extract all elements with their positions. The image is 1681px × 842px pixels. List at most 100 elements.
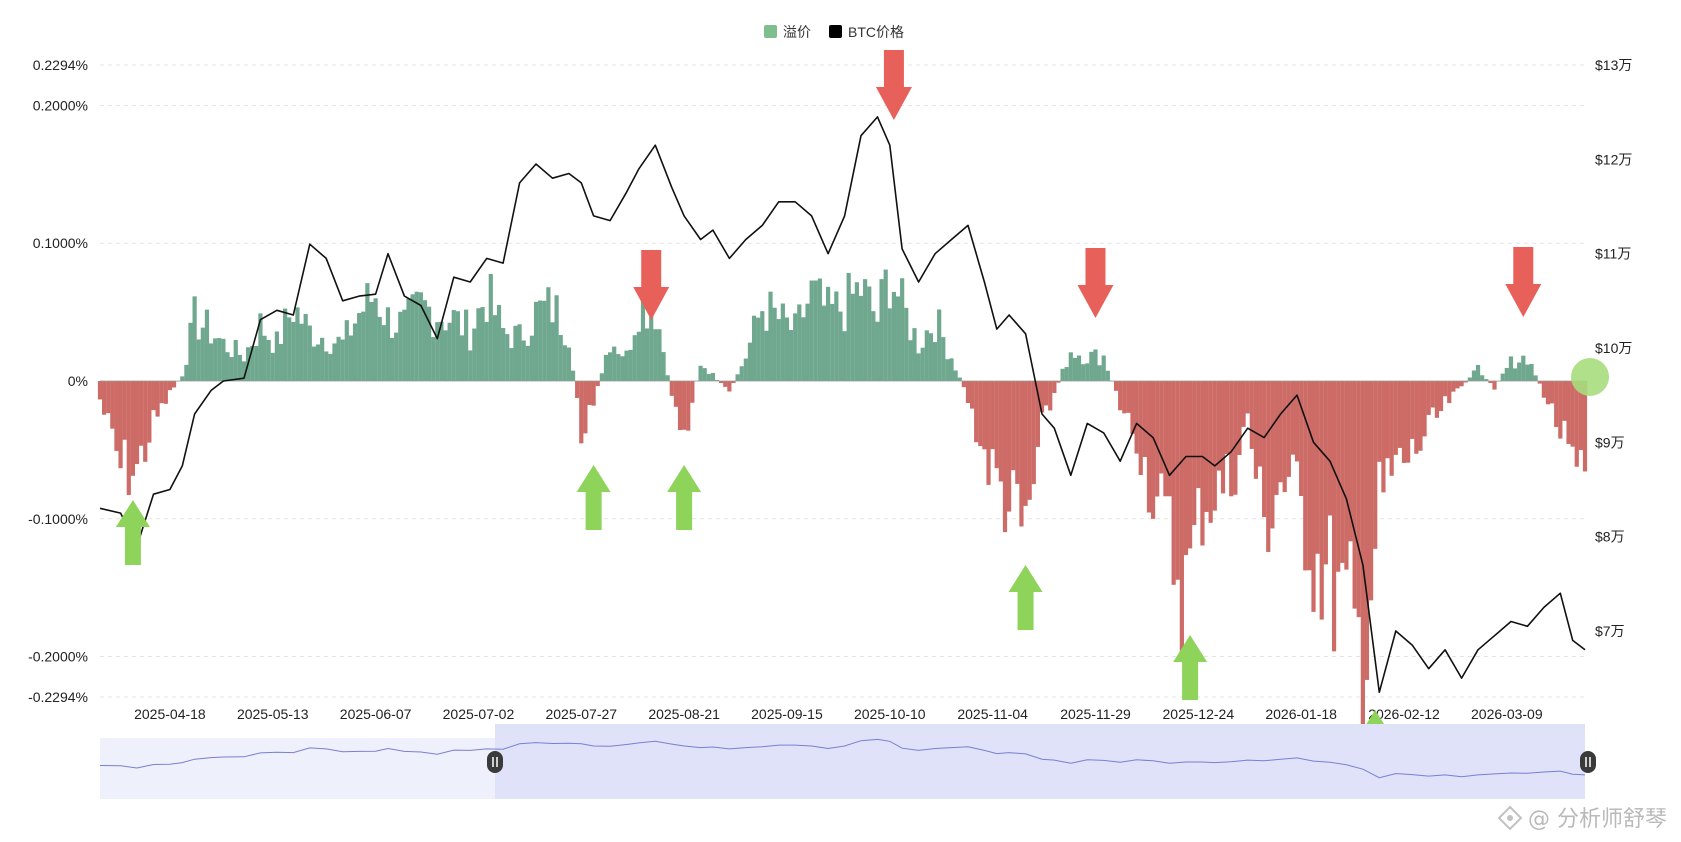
premium-bar-positive	[1101, 355, 1106, 381]
premium-bar-positive	[570, 370, 576, 381]
premium-bar-negative	[1290, 381, 1296, 455]
watermark: @ 分析师舒琴	[1497, 805, 1667, 832]
premium-bar-positive	[908, 340, 913, 381]
premium-bar-positive	[640, 294, 646, 381]
premium-bar-negative	[1266, 381, 1271, 552]
premium-bar-negative	[1389, 381, 1394, 476]
premium-bar-positive	[464, 309, 469, 381]
premium-bar-positive	[299, 323, 304, 381]
premium-bar-positive	[324, 351, 329, 381]
premium-bar-positive	[1097, 365, 1102, 381]
premium-bar-positive	[1089, 351, 1094, 381]
premium-bar-positive	[196, 339, 201, 381]
premium-bar-positive	[1072, 357, 1078, 381]
premium-bar-negative	[1319, 381, 1324, 620]
x-tick-label: 2025-09-15	[751, 706, 823, 722]
premium-bar-positive	[517, 324, 522, 381]
premium-bar-positive	[760, 311, 765, 381]
premium-bar-positive	[661, 352, 666, 381]
premium-bar-negative	[579, 381, 584, 444]
premium-bar-positive	[1475, 364, 1481, 381]
premium-bar-negative	[673, 381, 679, 407]
premium-bar-positive	[221, 338, 226, 381]
y-left-tick-label: 0.1000%	[33, 235, 88, 251]
x-tick-label: 2025-06-07	[340, 706, 412, 722]
premium-bar-positive	[200, 327, 205, 381]
premium-bar-positive	[426, 306, 432, 381]
premium-bar-negative	[1488, 381, 1493, 383]
premium-bar-positive	[291, 321, 296, 381]
premium-bar-positive	[389, 337, 395, 381]
premium-bar-positive	[192, 296, 197, 381]
premium-bar-positive	[480, 307, 485, 381]
premium-bar-negative	[1142, 381, 1147, 458]
premium-bar-negative	[731, 381, 736, 383]
premium-bar-positive	[714, 379, 720, 381]
premium-bar-negative	[1278, 381, 1283, 483]
premium-bar-negative	[143, 381, 148, 462]
premium-bar-positive	[747, 342, 753, 381]
premium-bar-positive	[945, 359, 950, 381]
premium-bar-positive	[830, 303, 835, 381]
premium-bar-positive	[241, 361, 247, 381]
range-navigator[interactable]	[99, 724, 1596, 799]
premium-bar-positive	[513, 325, 518, 381]
y-right-tick-label: $10万	[1595, 340, 1632, 356]
premium-bar-negative	[1545, 381, 1551, 405]
premium-bar-positive	[863, 279, 868, 381]
premium-bar-positive	[620, 356, 625, 381]
premium-bar-positive	[496, 305, 502, 381]
premium-bar-negative	[1430, 381, 1435, 408]
premium-bar-positive	[418, 292, 423, 381]
premium-bar-negative	[1048, 381, 1053, 411]
premium-bar-negative	[1406, 381, 1411, 463]
premium-bar-negative	[669, 381, 674, 396]
premium-bar-negative	[1179, 381, 1184, 652]
premium-bar-negative	[1356, 381, 1361, 618]
premium-bar-positive	[1484, 379, 1489, 381]
premium-bar-positive	[624, 350, 629, 381]
premium-bar-positive	[702, 368, 707, 381]
premium-bar-negative	[1368, 381, 1374, 601]
premium-bar-negative	[969, 381, 975, 409]
premium-bar-positive	[817, 278, 822, 381]
premium-bar-negative	[1566, 381, 1571, 444]
arrow-up-icon	[1008, 565, 1043, 630]
premium-bar-positive	[505, 334, 510, 381]
premium-bar-negative	[1220, 381, 1226, 494]
y-right-tick-label: $9万	[1595, 434, 1625, 450]
premium-bar-positive	[455, 311, 460, 381]
premium-bar-positive	[793, 313, 798, 381]
premium-bar-positive	[332, 343, 337, 381]
premium-bar-positive	[542, 300, 547, 381]
premium-bar-negative	[155, 381, 160, 417]
premium-bar-positive	[365, 283, 370, 381]
premium-bar-positive	[303, 313, 308, 381]
premium-bar-negative	[990, 381, 995, 450]
premium-bar-positive	[854, 282, 859, 381]
premium-bar-negative	[723, 381, 728, 387]
legend-swatch-premium	[764, 25, 777, 38]
premium-bar-positive	[225, 352, 230, 381]
premium-bar-positive	[599, 373, 604, 381]
premium-bar-positive	[385, 307, 391, 381]
premium-bar-positive	[283, 308, 288, 381]
premium-bar-positive	[1076, 355, 1082, 381]
premium-bar-positive	[328, 353, 333, 381]
premium-bar-negative	[1204, 381, 1209, 512]
premium-bar-positive	[484, 321, 489, 381]
premium-bar-positive	[394, 332, 399, 381]
premium-bar-positive	[558, 334, 563, 381]
premium-bar-positive	[377, 316, 382, 381]
premium-bar-positive	[858, 295, 864, 381]
premium-bar-positive	[422, 300, 428, 381]
premium-bar-negative	[1414, 381, 1419, 454]
premium-bar-positive	[554, 295, 559, 381]
current-premium-marker	[1571, 358, 1609, 396]
premium-bar-negative	[1245, 381, 1250, 414]
premium-bar-positive	[320, 337, 325, 381]
premium-bar-positive	[237, 354, 242, 381]
premium-bar-positive	[435, 322, 440, 381]
premium-bar-negative	[1023, 381, 1028, 506]
axes: 0.2294% 0.2000% 0.1000% 0% -0.1000% -0.2000% -…	[28, 57, 1632, 722]
